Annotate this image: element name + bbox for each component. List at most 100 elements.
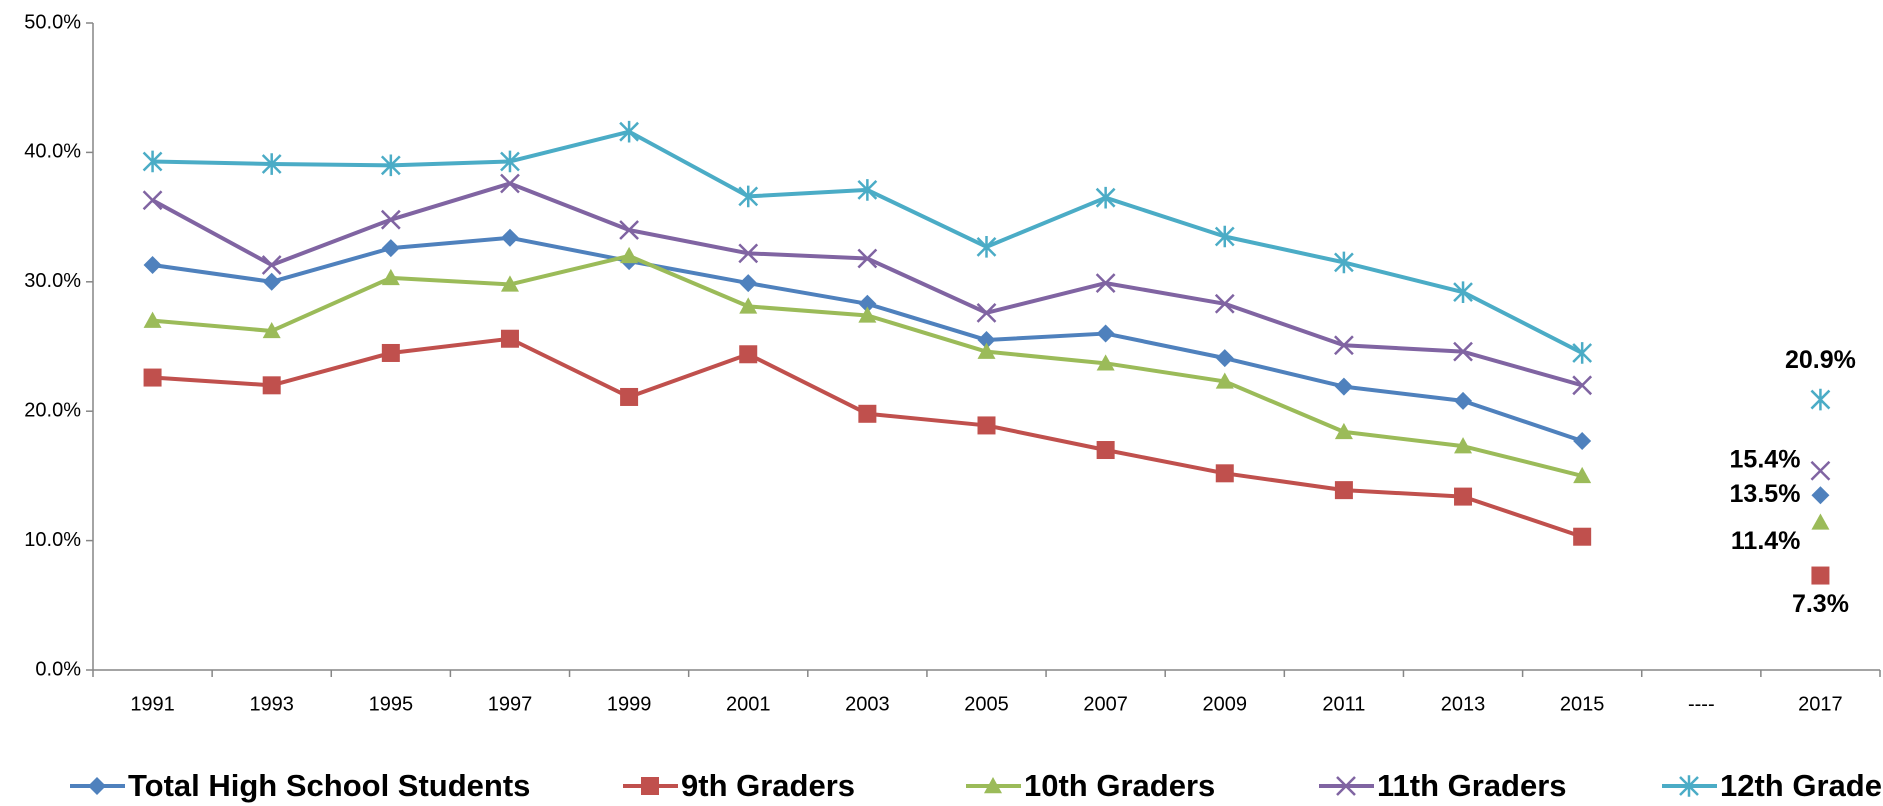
marker-shape [262, 376, 281, 395]
data-label: 20.9% [1785, 346, 1856, 374]
marker-shape [143, 255, 162, 274]
marker [380, 209, 401, 230]
series-line [153, 238, 1821, 496]
marker [1336, 776, 1356, 796]
series-line [153, 256, 1821, 523]
marker-shape [88, 777, 106, 795]
marker [1334, 251, 1354, 274]
y-tick-label: 10.0% [24, 529, 81, 551]
x-tick-label: 2015 [1560, 693, 1605, 715]
marker [739, 345, 758, 364]
marker [1454, 487, 1473, 506]
marker [1096, 441, 1115, 460]
marker-shape [380, 209, 401, 230]
marker-shape [500, 329, 519, 348]
marker [1573, 527, 1592, 546]
marker [1572, 342, 1593, 364]
legend: Total High School Students 9th Graders 10t… [70, 768, 1883, 803]
marker-shape [1214, 225, 1235, 248]
marker-shape [381, 343, 400, 362]
marker [977, 342, 996, 359]
data-label: 11.4% [1731, 527, 1801, 555]
legend-label: 10th Graders [1024, 768, 1215, 803]
marker [619, 220, 639, 240]
legend-label: 11th Graders [1377, 768, 1567, 803]
marker-shape [500, 173, 520, 194]
x-tick-label: ---- [1688, 693, 1715, 715]
marker-shape [1214, 293, 1235, 314]
marker [977, 331, 996, 350]
marker-shape [739, 274, 758, 293]
marker [261, 153, 282, 175]
marker-shape [1453, 341, 1473, 362]
marker-shape [143, 368, 162, 387]
marker-shape [1573, 527, 1592, 546]
data-label: 7.3% [1792, 590, 1849, 618]
marker-shape [1811, 486, 1830, 505]
legend-label: Total High School Students [128, 768, 530, 803]
marker [1453, 341, 1473, 362]
marker-shape [1334, 481, 1353, 500]
marker-shape [142, 150, 163, 173]
x-tick-label: 2007 [1083, 693, 1128, 715]
marker [1214, 225, 1235, 248]
x-tick-label: 2005 [964, 693, 1009, 715]
marker-shape [1454, 437, 1473, 454]
marker-shape [1334, 335, 1354, 356]
marker-shape [1573, 431, 1592, 450]
x-tick-label: 2013 [1441, 693, 1486, 715]
marker-shape [142, 190, 163, 211]
marker-shape [858, 306, 877, 323]
marker [984, 777, 1002, 794]
marker [143, 255, 162, 274]
marker-shape [1572, 375, 1593, 396]
marker [88, 777, 106, 795]
marker-shape [1811, 513, 1830, 530]
marker [738, 185, 759, 208]
marker [620, 387, 639, 406]
marker-shape [1334, 377, 1353, 396]
marker [262, 376, 281, 395]
legend-label: 9th Graders [681, 768, 855, 803]
series-line [153, 132, 1821, 400]
marker-shape [1215, 464, 1234, 483]
marker [1215, 349, 1234, 368]
x-tick-label: 1997 [488, 693, 533, 715]
marker [1334, 422, 1353, 440]
marker-shape [619, 220, 639, 240]
marker-shape [739, 345, 758, 364]
marker-shape [1453, 281, 1473, 303]
marker-shape [620, 246, 639, 264]
marker [739, 297, 758, 314]
marker [262, 321, 281, 339]
marker [976, 302, 997, 323]
marker [1096, 324, 1115, 343]
marker [1095, 186, 1116, 209]
x-tick-label: 1993 [249, 693, 294, 715]
marker-shape [641, 777, 659, 795]
marker-shape [1573, 466, 1592, 484]
x-tick-label: 1995 [369, 693, 414, 715]
marker [500, 275, 519, 292]
marker [262, 272, 281, 291]
marker-shape [262, 272, 281, 291]
marker [381, 268, 400, 286]
y-tick-label: 50.0% [24, 11, 81, 33]
x-tick-label: 2017 [1798, 693, 1843, 715]
marker [977, 416, 996, 435]
marker-shape [738, 243, 759, 264]
marker-shape [1095, 186, 1116, 209]
marker-shape [1336, 776, 1356, 796]
marker [1573, 466, 1592, 484]
series-line [153, 339, 1821, 576]
marker-shape [1096, 441, 1115, 460]
marker [143, 368, 162, 387]
marker [500, 150, 520, 173]
marker [380, 154, 401, 177]
marker-shape [1454, 391, 1473, 410]
marker-shape [500, 275, 519, 292]
legend-label: 12th Graders [1720, 768, 1883, 803]
marker-shape [1215, 349, 1234, 368]
marker-shape [1334, 251, 1354, 274]
